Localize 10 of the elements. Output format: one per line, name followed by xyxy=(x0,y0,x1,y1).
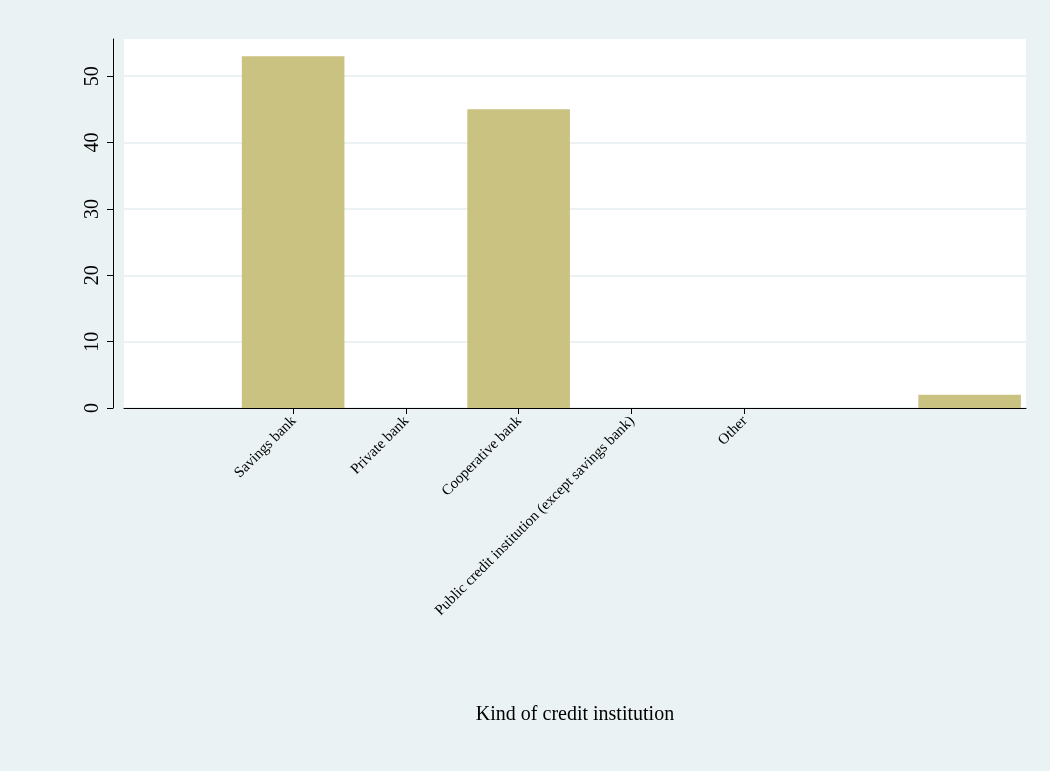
y-tick-label: 10 xyxy=(80,331,102,352)
bar xyxy=(241,56,345,408)
bar xyxy=(467,109,570,408)
bar xyxy=(918,394,1021,408)
y-tick-label: 0 xyxy=(80,403,102,413)
x-axis-title: Kind of credit institution xyxy=(475,702,675,724)
y-tick-label: 40 xyxy=(80,132,102,153)
y-tick-label: 20 xyxy=(80,265,102,286)
y-tick-label: 50 xyxy=(80,66,102,87)
y-tick-label: 30 xyxy=(80,198,102,219)
